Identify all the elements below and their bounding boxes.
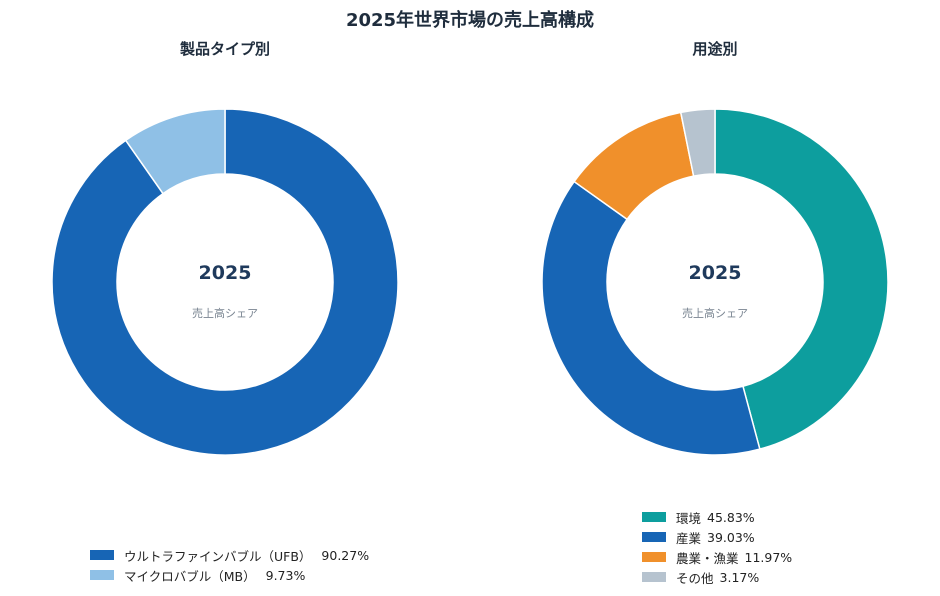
legend-item[interactable]: 産業 39.03% [642, 527, 792, 547]
legend-item[interactable]: その他 3.17% [642, 567, 792, 587]
legend-value: 9.73% [265, 567, 306, 583]
donut-slice[interactable] [124, 108, 226, 195]
legend-value: 45.83% [707, 509, 755, 525]
legend-label: 農業・漁業 [676, 550, 739, 566]
legend-item[interactable]: 環境 45.83% [642, 507, 792, 527]
legend-swatch [642, 552, 666, 562]
legend-item[interactable]: ウルトラファインバブル（UFB） 90.27% [90, 545, 369, 565]
donut-slice[interactable] [51, 108, 399, 456]
legend-value: 3.17% [719, 569, 760, 585]
legend-swatch [642, 532, 666, 542]
right-chart-subtitle: 用途別 [692, 40, 738, 58]
legend-swatch [642, 572, 666, 582]
donut-slice[interactable] [541, 180, 761, 456]
center-subtitle-label: 売上高シェア [192, 306, 258, 320]
center-year-label: 2025 [199, 262, 252, 284]
legend-swatch [90, 570, 114, 580]
center-subtitle-label: 売上高シェア [682, 306, 748, 320]
application-legend: 環境 45.83% 産業 39.03% 農業・漁業 11.97% その他 3.17% [642, 507, 792, 587]
center-year-label: 2025 [689, 262, 742, 284]
product-type-legend: ウルトラファインバブル（UFB） 90.27% マイクロバブル（MB） 9.73% [90, 545, 369, 585]
legend-label: 産業 [676, 530, 702, 546]
donut-slice[interactable] [714, 108, 889, 451]
chart-title: 2025年世界市場の売上高構成 [345, 10, 595, 31]
legend-value: 90.27% [321, 547, 370, 563]
legend-value: 11.97% [744, 549, 793, 565]
legend-label: 環境 [676, 510, 702, 526]
legend-label: その他 [676, 570, 714, 586]
legend-swatch [90, 550, 114, 560]
legend-item[interactable]: マイクロバブル（MB） 9.73% [90, 565, 369, 585]
legend-label: ウルトラファインバブル（UFB） [124, 548, 312, 564]
left-chart-subtitle: 製品タイプ別 [179, 40, 270, 58]
donut-slice[interactable] [679, 108, 716, 178]
legend-value: 39.03% [707, 529, 755, 545]
legend-label: マイクロバブル（MB） [124, 568, 256, 584]
legend-swatch [642, 512, 666, 522]
legend-item[interactable]: 農業・漁業 11.97% [642, 547, 792, 567]
